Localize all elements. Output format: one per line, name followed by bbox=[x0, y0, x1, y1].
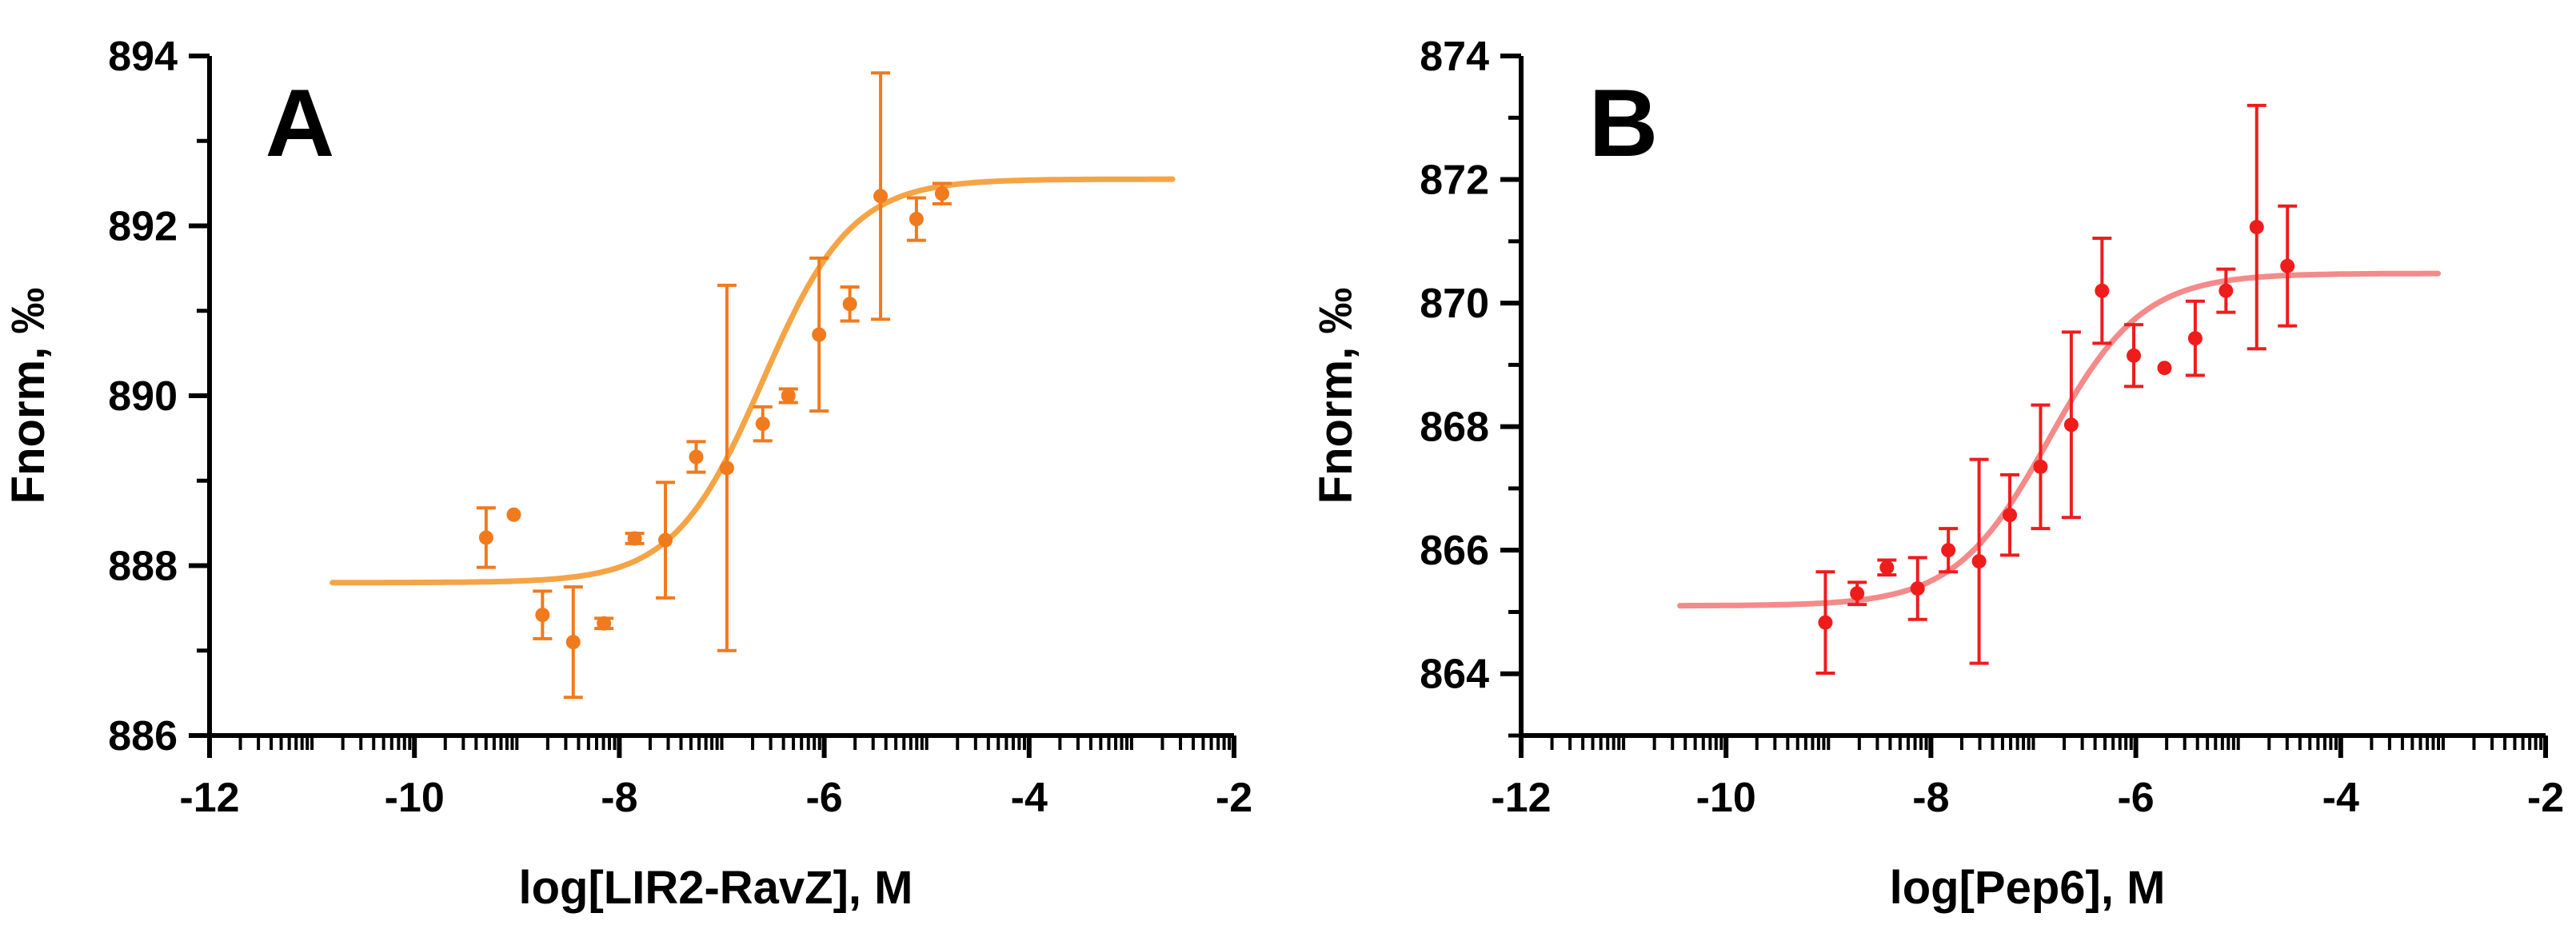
y-tick-label: 864 bbox=[1420, 652, 1489, 698]
data-point bbox=[658, 532, 673, 548]
data-point bbox=[2219, 283, 2234, 298]
y-tick-label: 866 bbox=[1420, 528, 1489, 574]
panel-letter: B bbox=[1589, 70, 1659, 177]
x-axis-title: log[Pep6], M bbox=[1890, 862, 2166, 914]
data-point bbox=[842, 297, 857, 312]
y-tick-label: 886 bbox=[108, 713, 178, 760]
data-point bbox=[565, 635, 581, 650]
x-tick-label: -6 bbox=[805, 775, 842, 821]
data-point bbox=[1910, 581, 1925, 596]
fit-curve bbox=[329, 176, 1176, 586]
data-point bbox=[2095, 283, 2110, 298]
data-point bbox=[1971, 554, 1987, 569]
x-tick-label: -4 bbox=[1011, 775, 1048, 821]
data-point bbox=[1850, 586, 1865, 601]
y-tick-label: 894 bbox=[108, 34, 178, 80]
data-point bbox=[597, 616, 612, 631]
fit-curve bbox=[1677, 270, 2441, 609]
y-tick-label: 870 bbox=[1420, 281, 1489, 327]
data-point bbox=[2033, 459, 2048, 474]
data-point bbox=[719, 461, 734, 476]
panel-a: 886 888 890 892 894 -12 -10 -8 -6 -4 -2 Alog[LIR2-R… bbox=[2, 34, 1252, 914]
y-tick-label: 868 bbox=[1420, 405, 1489, 451]
data-point bbox=[1941, 543, 1956, 558]
y-tick-label: 890 bbox=[108, 373, 178, 420]
data-point bbox=[2157, 361, 2172, 376]
data-point bbox=[2187, 331, 2203, 346]
x-tick-label: -6 bbox=[2117, 775, 2154, 821]
data-point bbox=[1818, 615, 1833, 630]
data-point bbox=[934, 186, 949, 201]
x-tick-label: -10 bbox=[385, 775, 445, 821]
data-point bbox=[755, 417, 770, 432]
x-tick-label: -8 bbox=[601, 775, 637, 821]
x-tick-label: -8 bbox=[1912, 775, 1949, 821]
data-point bbox=[1879, 560, 1895, 575]
y-tick-label: 874 bbox=[1420, 34, 1489, 80]
data-point bbox=[535, 608, 550, 623]
data-point bbox=[781, 389, 796, 403]
data-point bbox=[627, 531, 642, 546]
data-point bbox=[812, 327, 827, 342]
data-point bbox=[873, 189, 889, 204]
data-point bbox=[689, 449, 704, 465]
panel-letter: A bbox=[266, 70, 335, 177]
data-point bbox=[2280, 258, 2295, 273]
data-point bbox=[909, 212, 924, 226]
x-tick-label: -4 bbox=[2322, 775, 2359, 821]
data-point bbox=[2127, 348, 2142, 363]
x-tick-label: -10 bbox=[1696, 775, 1756, 821]
data-point bbox=[2003, 508, 2018, 523]
y-axis-title: Fnorm, ‰ bbox=[1310, 288, 1362, 504]
x-tick-label: -2 bbox=[1216, 775, 1252, 821]
data-point bbox=[478, 530, 493, 545]
y-tick-label: 888 bbox=[108, 544, 178, 590]
data-point bbox=[2249, 220, 2264, 235]
y-tick-label: 872 bbox=[1420, 157, 1489, 204]
data-point bbox=[506, 507, 521, 522]
panel-b: 864 866 868 870 872 874 -12 -10 -8 -6 -4 -2 Blog[Pep… bbox=[1310, 34, 2564, 914]
data-point bbox=[2063, 417, 2079, 433]
x-axis-title: log[LIR2-RavZ], M bbox=[519, 862, 913, 914]
y-tick-label: 892 bbox=[108, 204, 178, 250]
x-tick-label: -12 bbox=[179, 775, 239, 821]
y-axis-title: Fnorm, ‰ bbox=[2, 288, 54, 504]
x-tick-label: -12 bbox=[1491, 775, 1551, 821]
x-tick-label: -2 bbox=[2527, 775, 2564, 821]
